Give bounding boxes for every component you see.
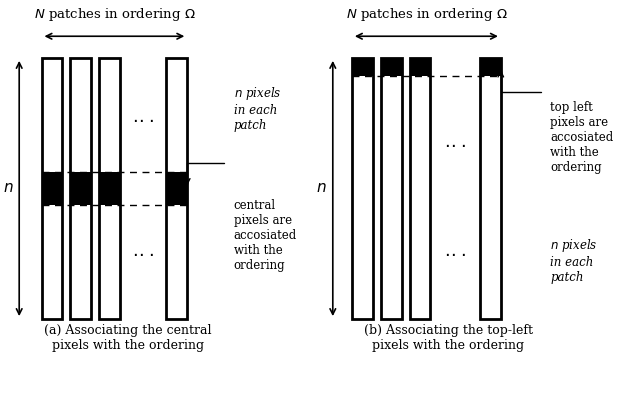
Text: $n$ pixels
in each
patch: $n$ pixels in each patch <box>550 238 598 284</box>
Text: (b) Associating the top-left
pixels with the ordering: (b) Associating the top-left pixels with… <box>364 323 532 351</box>
Bar <box>480 58 500 76</box>
Bar <box>480 58 500 319</box>
Bar <box>99 58 120 319</box>
Text: $N$ patches in ordering $\Omega$: $N$ patches in ordering $\Omega$ <box>346 6 508 23</box>
Bar <box>166 172 187 205</box>
Bar <box>70 172 92 205</box>
Bar <box>381 58 402 76</box>
Text: $\cdot\!\cdot\!\cdot$: $\cdot\!\cdot\!\cdot$ <box>132 245 154 263</box>
Text: (a) Associating the central
pixels with the ordering: (a) Associating the central pixels with … <box>44 323 212 351</box>
Text: central
pixels are
accosiated
with the
ordering: central pixels are accosiated with the o… <box>234 199 297 272</box>
Text: $n$: $n$ <box>3 182 13 195</box>
Bar <box>352 58 372 76</box>
Text: $\cdot\!\cdot\!\cdot$: $\cdot\!\cdot\!\cdot$ <box>444 245 466 263</box>
Bar <box>99 172 120 205</box>
Text: top left
pixels are
accosiated
with the
ordering: top left pixels are accosiated with the … <box>550 101 614 174</box>
Bar <box>381 58 402 319</box>
Text: $n$ pixels
in each
patch: $n$ pixels in each patch <box>234 85 281 132</box>
Bar <box>42 172 63 205</box>
Text: $N$ patches in ordering $\Omega$: $N$ patches in ordering $\Omega$ <box>33 6 195 23</box>
Bar <box>42 58 63 319</box>
Text: $\cdot\!\cdot\!\cdot$: $\cdot\!\cdot\!\cdot$ <box>132 111 154 128</box>
Bar <box>410 58 431 319</box>
Text: $n$: $n$ <box>316 182 327 195</box>
Bar <box>70 58 92 319</box>
Bar <box>352 58 372 319</box>
Text: $\cdot\!\cdot\!\cdot$: $\cdot\!\cdot\!\cdot$ <box>444 136 466 154</box>
Bar <box>410 58 431 76</box>
Bar <box>166 58 187 319</box>
